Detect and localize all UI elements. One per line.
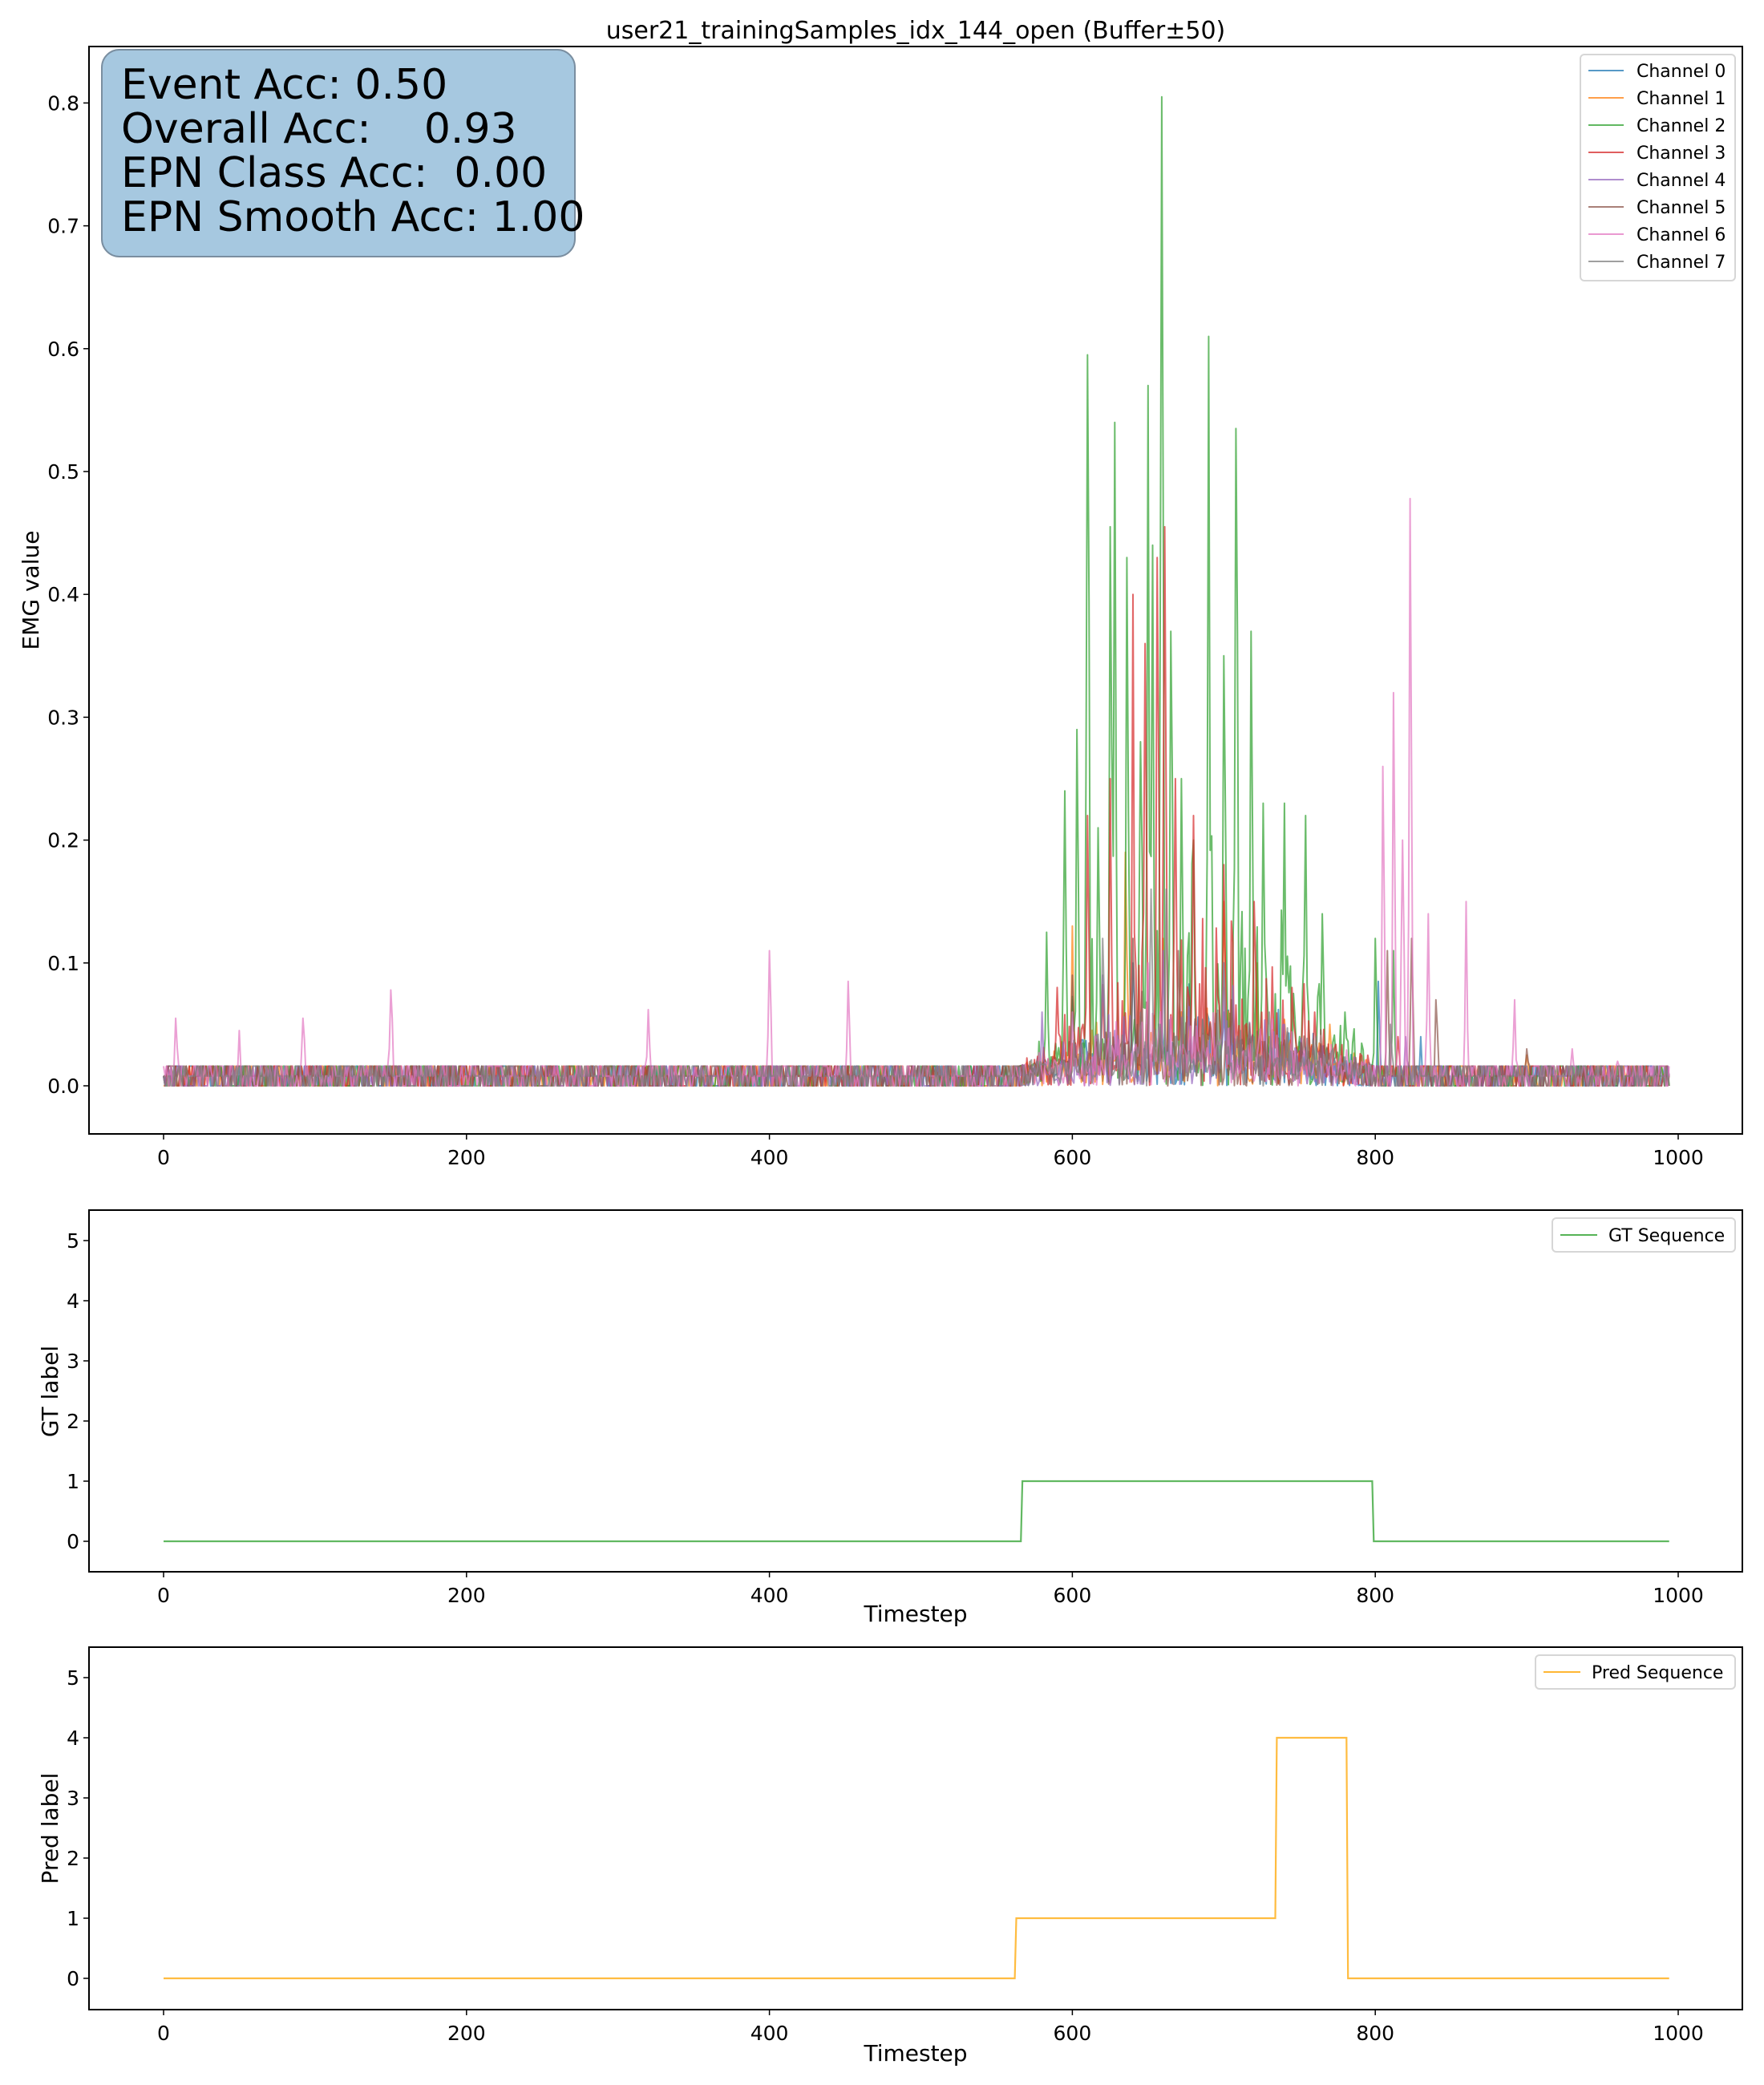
channel-line-7 bbox=[163, 888, 1670, 1087]
emg-channel-lines bbox=[163, 95, 1670, 1087]
pred-x-axis-label: Timestep bbox=[863, 2040, 967, 2067]
gt-x-ticks: 0 200 400 600 800 1000 bbox=[157, 1572, 1704, 1607]
legend-label: Channel 5 bbox=[1637, 198, 1726, 218]
emg-legend-box bbox=[1580, 54, 1736, 281]
x-tick-label: 0 bbox=[157, 1146, 170, 1169]
stats-box-background bbox=[101, 49, 576, 257]
y-tick-label: 0.3 bbox=[47, 706, 79, 729]
x-tick-label: 1000 bbox=[1653, 1146, 1704, 1169]
y-tick-label: 0.2 bbox=[47, 829, 79, 852]
y-tick-label: 5 bbox=[67, 1229, 79, 1253]
y-tick-label: 1 bbox=[67, 1470, 79, 1493]
y-tick-label: 4 bbox=[67, 1727, 79, 1750]
x-tick-label: 600 bbox=[1054, 1584, 1092, 1607]
legend-label: GT Sequence bbox=[1608, 1226, 1725, 1246]
gt-series-line bbox=[164, 1480, 1669, 1543]
x-tick-label: 800 bbox=[1356, 1146, 1394, 1169]
x-tick-label: 400 bbox=[751, 1584, 789, 1607]
stats-epn-class-acc: EPN Class Acc: 0.00 bbox=[121, 149, 547, 197]
stats-epn-smooth-acc: EPN Smooth Acc: 1.00 bbox=[121, 193, 585, 241]
x-tick-label: 800 bbox=[1356, 2022, 1394, 2045]
legend-label: Channel 4 bbox=[1637, 171, 1726, 191]
y-tick-label: 0.6 bbox=[47, 338, 79, 361]
y-tick-label: 0.8 bbox=[47, 91, 79, 115]
emg-y-axis-label: EMG value bbox=[18, 531, 44, 650]
x-tick-label: 200 bbox=[447, 1584, 486, 1607]
pred-axes-frame bbox=[88, 1646, 1743, 2010]
gt-sequence-line bbox=[164, 1480, 1669, 1543]
emg-plot-panel: 0.0 0.1 0.2 0.3 0.4 0.5 0.6 0.7 0.8 0 200 400 600 80… bbox=[18, 46, 1743, 1169]
channel-line-3 bbox=[163, 525, 1670, 1087]
x-tick-label: 400 bbox=[751, 1146, 789, 1169]
y-tick-label: 0 bbox=[67, 1967, 79, 1990]
x-tick-label: 800 bbox=[1356, 1584, 1394, 1607]
y-tick-label: 0.4 bbox=[47, 583, 79, 606]
stats-overall-acc: Overall Acc: 0.93 bbox=[121, 105, 517, 153]
gt-legend: GT Sequence bbox=[1552, 1217, 1736, 1253]
gt-plot-panel: 0 1 2 3 4 5 0 200 400 600 800 1000 GT label Timest… bbox=[37, 1209, 1743, 1627]
legend-label: Channel 2 bbox=[1637, 116, 1726, 136]
y-tick-label: 1 bbox=[67, 1907, 79, 1930]
x-tick-label: 0 bbox=[157, 2022, 170, 2045]
pred-x-ticks: 0 200 400 600 800 1000 bbox=[157, 2010, 1704, 2045]
x-tick-label: 200 bbox=[447, 1146, 486, 1169]
pred-legend-box bbox=[1535, 1654, 1736, 1690]
emg-y-ticks: 0.0 0.1 0.2 0.3 0.4 0.5 0.6 0.7 0.8 bbox=[47, 91, 89, 1098]
emg-axes-frame bbox=[88, 46, 1743, 1135]
pred-y-ticks: 0 1 2 3 4 5 bbox=[67, 1666, 89, 1990]
pred-series-line bbox=[164, 1736, 1669, 1980]
legend-label: Channel 1 bbox=[1637, 89, 1726, 109]
legend-label: Channel 7 bbox=[1637, 253, 1726, 273]
channel-line-6 bbox=[163, 497, 1670, 1087]
x-tick-label: 1000 bbox=[1653, 2022, 1704, 2045]
x-tick-label: 200 bbox=[447, 2022, 486, 2045]
y-tick-label: 0.1 bbox=[47, 952, 79, 975]
x-tick-label: 400 bbox=[751, 2022, 789, 2045]
legend-label: Channel 0 bbox=[1637, 62, 1726, 82]
legend-label: Channel 6 bbox=[1637, 225, 1726, 245]
legend-label: Pred Sequence bbox=[1592, 1663, 1723, 1683]
gt-x-axis-label: Timestep bbox=[863, 1601, 967, 1627]
stats-event-acc: Event Acc: 0.50 bbox=[121, 61, 447, 109]
x-tick-label: 0 bbox=[157, 1584, 170, 1607]
x-tick-label: 600 bbox=[1054, 1146, 1092, 1169]
y-tick-label: 3 bbox=[67, 1350, 79, 1373]
pred-legend: Pred Sequence bbox=[1535, 1654, 1736, 1690]
pred-y-axis-label: Pred label bbox=[37, 1773, 63, 1885]
pred-sequence-line bbox=[164, 1736, 1669, 1980]
y-tick-label: 0.0 bbox=[47, 1075, 79, 1098]
x-tick-label: 1000 bbox=[1653, 1584, 1704, 1607]
y-tick-label: 0.7 bbox=[47, 215, 79, 238]
y-tick-label: 2 bbox=[67, 1410, 79, 1433]
y-tick-label: 2 bbox=[67, 1847, 79, 1870]
stats-box: Event Acc: 0.50 Overall Acc: 0.93 EPN Cl… bbox=[101, 49, 585, 257]
emg-x-ticks: 0 200 400 600 800 1000 bbox=[157, 1134, 1704, 1169]
y-tick-label: 5 bbox=[67, 1666, 79, 1690]
x-tick-label: 600 bbox=[1054, 2022, 1092, 2045]
emg-legend: Channel 0 Channel 1 Channel 2 Channel 3 Chan… bbox=[1580, 54, 1736, 281]
gt-y-axis-label: GT label bbox=[37, 1346, 63, 1437]
gt-y-ticks: 0 1 2 3 4 5 bbox=[67, 1229, 89, 1553]
gt-legend-box bbox=[1552, 1217, 1736, 1253]
y-tick-label: 4 bbox=[67, 1289, 79, 1313]
legend-label: Channel 3 bbox=[1637, 144, 1726, 164]
y-tick-label: 3 bbox=[67, 1787, 79, 1810]
y-tick-label: 0.5 bbox=[47, 460, 79, 484]
pred-plot-panel: 0 1 2 3 4 5 0 200 400 600 800 1000 Pred label Time… bbox=[37, 1646, 1743, 2067]
channel-line-5 bbox=[164, 937, 1670, 1087]
figure-title: user21_trainingSamples_idx_144_open (Buf… bbox=[606, 17, 1226, 45]
gt-axes-frame bbox=[88, 1209, 1743, 1573]
y-tick-label: 0 bbox=[67, 1530, 79, 1553]
